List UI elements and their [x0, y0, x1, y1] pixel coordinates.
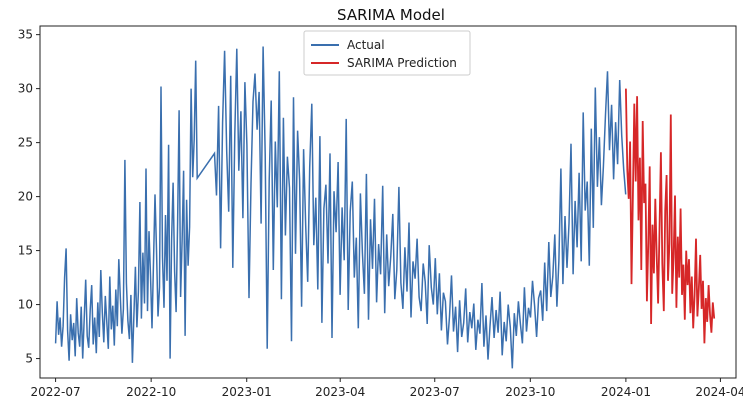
- legend: Actual SARIMA Prediction: [303, 30, 471, 76]
- sarima-prediction-line: [625, 88, 716, 344]
- x-tick-label: 2023-04: [315, 385, 365, 399]
- y-tick-label: 5: [25, 352, 33, 366]
- plot-frame: [39, 25, 737, 379]
- x-tick-label: 2023-01: [222, 385, 272, 399]
- y-tick-label: 15: [18, 244, 33, 258]
- y-tick-label: 25: [18, 136, 33, 150]
- y-tick-label: 10: [18, 298, 33, 312]
- chart-title: SARIMA Model: [337, 6, 445, 24]
- x-tick-label: 2023-10: [505, 385, 555, 399]
- x-axis: 2022-07 2022-10 2023-01 2023-04 2023-07 2023-…: [31, 378, 743, 399]
- series-layer: [54, 46, 716, 369]
- legend-box: [303, 30, 471, 76]
- legend-prediction-label: SARIMA Prediction: [347, 56, 457, 70]
- y-axis: 5 10 15 20 25 30 35: [18, 28, 40, 366]
- actual-series-line: [54, 46, 627, 369]
- y-tick-label: 30: [18, 82, 33, 96]
- x-tick-label: 2023-07: [410, 385, 460, 399]
- y-tick-label: 35: [18, 28, 33, 42]
- x-tick-label: 2022-10: [126, 385, 176, 399]
- legend-actual-label: Actual: [347, 38, 385, 52]
- y-tick-label: 20: [18, 190, 33, 204]
- x-tick-label: 2024-04: [695, 385, 743, 399]
- x-tick-label: 2024-01: [601, 385, 651, 399]
- x-tick-label: 2022-07: [31, 385, 81, 399]
